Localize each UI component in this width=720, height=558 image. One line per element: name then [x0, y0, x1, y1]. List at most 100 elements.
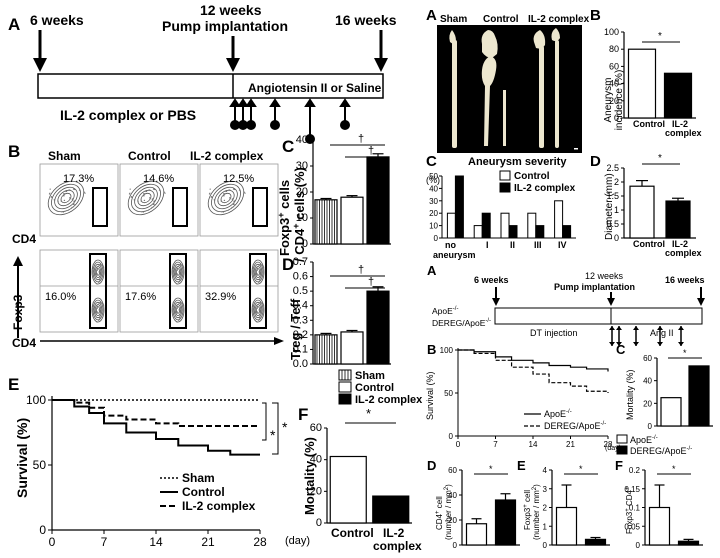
density-contour — [252, 299, 264, 321]
x-tick-label: 14 — [149, 535, 163, 549]
density-dot — [176, 307, 178, 309]
density-dot — [175, 312, 177, 314]
y-tick-label: 2 — [614, 177, 619, 187]
density-dot — [173, 273, 176, 275]
density-contour — [217, 189, 235, 207]
chart-title: Aneurysm severity — [468, 156, 567, 168]
density-dot — [50, 196, 52, 198]
density-dot — [256, 283, 258, 285]
bar — [554, 200, 564, 239]
category-label: complex — [665, 128, 702, 138]
category-label: complex — [373, 539, 422, 553]
density-dot — [99, 272, 101, 274]
density-dot — [228, 189, 230, 191]
sig-mark: † — [358, 133, 364, 145]
y-tick-label: 40 — [429, 184, 438, 193]
aorta-specimens — [449, 28, 560, 148]
panel-letter: F — [615, 458, 623, 473]
density-dot — [98, 281, 100, 283]
bar — [446, 212, 456, 239]
density-contour — [93, 263, 103, 281]
y-tick-label: 50 — [33, 458, 47, 472]
x-tick-label: 14 — [529, 440, 538, 449]
density-dot — [92, 305, 94, 308]
panel-letter: B — [8, 142, 20, 161]
gate-box — [89, 253, 107, 329]
density-dot — [176, 267, 178, 269]
density-dot — [231, 198, 233, 200]
density-dot — [151, 198, 153, 200]
density-contour — [92, 299, 104, 321]
density-dot — [179, 301, 181, 303]
gate-box — [252, 187, 268, 227]
density-dot — [98, 302, 100, 304]
density-dot — [178, 281, 180, 283]
foxp3-arrow — [13, 256, 23, 338]
density-dot — [95, 312, 97, 314]
density-dot — [142, 211, 145, 213]
panel-letter: A — [426, 7, 437, 24]
category-label: Control — [633, 239, 665, 249]
bar — [366, 290, 390, 365]
density-dot — [261, 264, 263, 266]
density-dot — [67, 209, 70, 211]
density-dot — [84, 192, 86, 194]
density-dot — [262, 304, 265, 306]
y-tick-label: 60 — [643, 354, 652, 363]
density-dot — [96, 321, 98, 323]
density-dot — [176, 269, 178, 271]
density-dot — [259, 263, 261, 265]
density-dot — [172, 305, 174, 308]
sig-mark: * — [489, 464, 493, 474]
density-dot — [48, 193, 51, 195]
density-dot — [68, 189, 70, 191]
density-dot — [92, 270, 95, 273]
y-tick-label: 20 — [310, 485, 322, 497]
sig-mark: * — [282, 419, 288, 435]
survival-curve — [458, 349, 609, 393]
sig-mark: * — [270, 427, 276, 443]
category-label: III — [534, 240, 542, 250]
density-dot — [141, 211, 143, 213]
y-tick-label: 40 — [310, 454, 322, 466]
density-dot — [152, 188, 155, 190]
y-axis-label: Foxp3+ cell — [523, 490, 532, 530]
bar — [494, 499, 517, 546]
y-tick-label: 0 — [614, 113, 619, 123]
density-dot — [153, 200, 155, 202]
bar — [314, 334, 338, 365]
category-label: IL-2 — [672, 239, 688, 249]
bar — [555, 506, 578, 546]
density-contour — [173, 263, 183, 281]
y-tick-label: 1.5 — [606, 191, 619, 201]
density-dot — [163, 191, 166, 193]
density-dot — [98, 319, 100, 321]
density-dot — [71, 206, 73, 209]
density-contour — [134, 186, 158, 210]
density-dot — [179, 314, 182, 316]
density-dot — [102, 266, 105, 268]
density-dot — [96, 273, 99, 275]
label-6-weeks: 6 weeks — [30, 12, 84, 28]
density-dot — [143, 199, 146, 202]
density-dot — [92, 301, 94, 303]
x-tick-label: 7 — [493, 440, 498, 449]
density-dot — [252, 301, 254, 303]
density-contour — [54, 186, 78, 210]
label-pump: Pump implantation — [162, 18, 288, 34]
density-contour — [172, 261, 184, 283]
chart-right2-b: 0 50 100 0 7 14 21 28 — [440, 346, 613, 449]
density-dot — [151, 206, 153, 209]
panel-letter: E — [8, 375, 19, 394]
aorta-il2 — [539, 46, 544, 148]
label-12-weeks: 12 weeks — [585, 271, 624, 281]
density-dot — [53, 199, 56, 201]
panel-right2-f: F Foxp3+ CD4+ 0 0.05 0.1 0.15 0.2 * — [615, 458, 703, 550]
legend-right2: ApoE-/- DEREG/ApoE-/- — [616, 434, 692, 456]
y-tick-label: 40 — [609, 79, 619, 89]
y-tick-label: 4 — [543, 466, 548, 475]
gate-box — [169, 253, 187, 329]
density-dot — [176, 283, 178, 285]
density-dot — [256, 267, 258, 269]
y-tick-label: 10 — [296, 212, 308, 224]
